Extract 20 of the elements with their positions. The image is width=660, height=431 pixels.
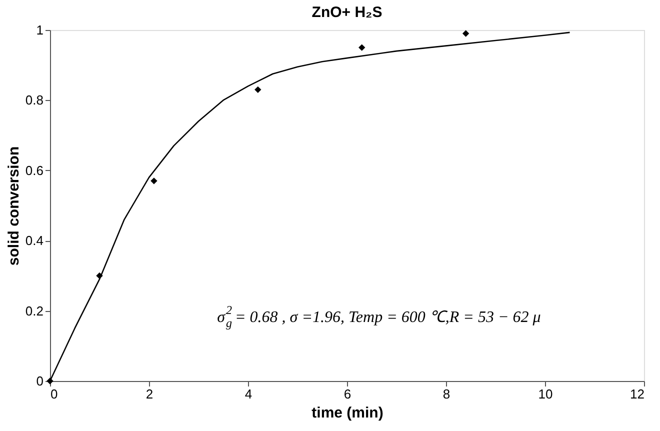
x-tick-label: 12 (630, 386, 644, 402)
point (150, 178, 158, 184)
x-tick-label: 4 (244, 386, 252, 402)
y-axis-title: solid conversion (5, 146, 22, 266)
x-axis-title: time (min) (312, 404, 384, 422)
y-tick-label: 0 (36, 374, 44, 388)
point (254, 86, 262, 94)
y-tick-label: 0.8 (25, 92, 44, 108)
y-tick-label: 0.2 (25, 303, 44, 318)
y-tick-label: 0.6 (25, 162, 44, 178)
y-tick-label: 0.4 (25, 233, 44, 248)
y-tick-label: 1 (36, 22, 44, 38)
point (358, 44, 366, 51)
x-tick-label: 0 (50, 386, 58, 402)
chart-title: ZnO+ H₂S (312, 4, 382, 21)
x-tick-label: 6 (344, 386, 352, 402)
x-tick-label: 2 (146, 386, 154, 402)
x-tick-label: 10 (538, 386, 553, 402)
x-tick-label: 8 (442, 386, 450, 402)
point (462, 30, 470, 37)
